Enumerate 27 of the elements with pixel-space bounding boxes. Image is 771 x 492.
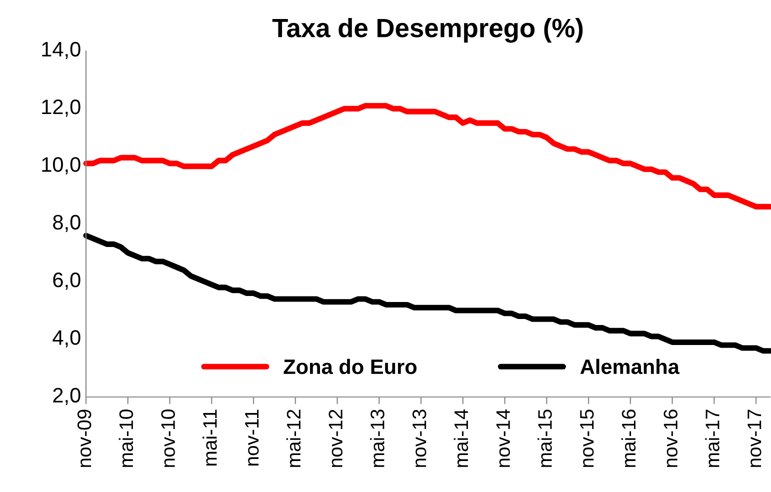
x-tick-label: nov-12 <box>328 410 342 467</box>
x-tick-label: nov-10 <box>161 410 175 467</box>
x-tick-label: nov-11 <box>245 410 259 466</box>
x-tick-label: nov-14 <box>496 409 510 467</box>
x-tick-label: nov-09 <box>77 410 92 467</box>
x-tick-label: mai-10 <box>118 410 134 467</box>
y-tick-label: 4,0 <box>52 330 80 348</box>
x-tick-label: mai-15 <box>538 410 552 467</box>
y-tick-label: 8,0 <box>53 214 80 232</box>
legend-label: Alemanha <box>580 358 680 374</box>
x-tick-label: mai-13 <box>370 410 384 467</box>
x-tick-label: nov-15 <box>580 410 594 467</box>
y-tick-label: 14,0 <box>42 42 80 60</box>
y-tick-label: 2,0 <box>53 388 80 406</box>
y-tick-label: 6,0 <box>53 272 80 290</box>
y-tick-label: 10,0 <box>42 157 80 174</box>
x-tick-label: nov-17 <box>748 410 762 467</box>
chart-title: Taxa de Desemprego (%) <box>272 18 583 43</box>
legend-label: Zona do Euro <box>284 358 417 374</box>
x-tick-label: nov-16 <box>664 410 678 467</box>
x-tick-label: nov-13 <box>412 410 426 467</box>
y-tick-label: 12,0 <box>42 100 80 117</box>
x-tick-label: mai-11 <box>202 410 217 466</box>
x-tick-label: mai-16 <box>621 410 636 467</box>
x-tick-label: mai-12 <box>286 410 301 467</box>
x-tick-label: mai-14 <box>454 409 468 467</box>
x-tick-label: mai-17 <box>705 410 720 467</box>
